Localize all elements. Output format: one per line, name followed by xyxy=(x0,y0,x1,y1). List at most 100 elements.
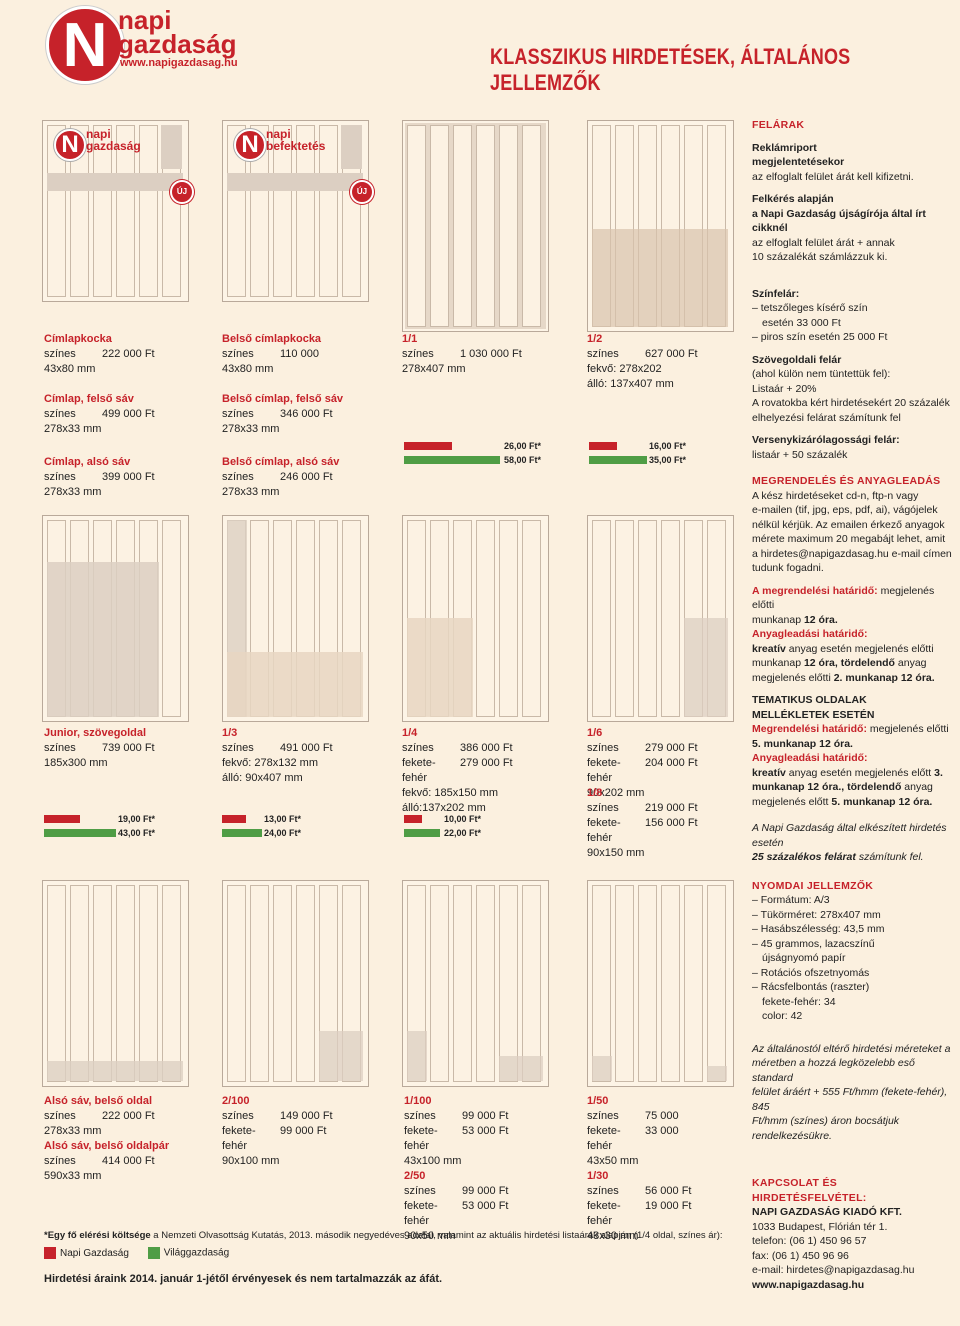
contact-heading: KAPCSOLAT ÉS HIRDETÉSFELVÉTEL: xyxy=(752,1177,867,1204)
price: 499 000 Ft xyxy=(102,408,155,420)
price-bw: 33 000 xyxy=(645,1125,679,1137)
text: munkanap xyxy=(752,613,804,626)
text: az elfoglalt felület árát kell kifizetni… xyxy=(752,170,914,183)
key-bw: fekete-fehér xyxy=(587,1125,621,1152)
label-full-page: 1/1 színes 1 030 000 Ft 278x407 mm xyxy=(402,332,542,377)
title: 1/50 xyxy=(587,1095,609,1107)
title: Címlap, alsó sáv xyxy=(44,456,131,468)
size: 43x30 mm xyxy=(587,1230,639,1242)
cost-ng: 10,00 Ft* xyxy=(444,814,482,824)
key: színes xyxy=(587,1185,619,1197)
text: – Hasábszélesség: 43,5 mm xyxy=(752,923,885,935)
title: 1/100 xyxy=(404,1095,432,1107)
title: 1/6 xyxy=(587,727,603,739)
layout-2-100 xyxy=(222,880,369,1087)
price: 222 000 Ft xyxy=(102,348,155,360)
price-bw: 53 000 Ft xyxy=(462,1125,509,1137)
key: színes xyxy=(222,408,254,420)
text: – tetszőleges kísérő szín xyxy=(752,302,868,314)
price: 491 000 Ft xyxy=(280,742,333,754)
legend-red-swatch xyxy=(44,1247,56,1259)
size: 43x50 mm xyxy=(587,1155,639,1167)
text: e-mailen (tif, jpg, eps, pdf, ai), vágój… xyxy=(752,504,938,516)
text: Az általánostól eltérő hirdetési méretek… xyxy=(752,1042,951,1055)
cost-vg: 24,00 Ft* xyxy=(264,828,302,838)
text: 5. munkanap 12 óra. xyxy=(831,795,933,808)
title-1-30: 1/30 xyxy=(587,1170,609,1182)
price-bw: 53 000 Ft xyxy=(462,1200,509,1212)
label-cimlap-felso: Címlap, felső sáv színes 499 000 Ft 278x3… xyxy=(44,392,184,437)
label-half-page: 1/2 színes 627 000 Ft fekvő: 278x202 álló… xyxy=(587,332,732,392)
size: 43x80 mm xyxy=(44,363,96,375)
text: – piros szín esetén 25 000 Ft xyxy=(752,331,888,343)
key: színes xyxy=(44,1110,76,1122)
text: megjelentetésekor xyxy=(752,156,845,168)
price: 279 000 Ft xyxy=(645,742,698,754)
size: 90x202 mm xyxy=(587,787,645,799)
layout-bottom-strip xyxy=(42,880,189,1087)
key: színes xyxy=(222,471,254,483)
price: 739 000 Ft xyxy=(102,742,155,754)
text: 12 óra. xyxy=(803,613,838,626)
size: 278x33 mm xyxy=(44,486,102,498)
bar-vilaggazdasag xyxy=(404,829,440,837)
key: színes xyxy=(44,1155,76,1167)
validity-note: Hirdetési áraink 2014. január 1-jétől ér… xyxy=(44,1273,443,1285)
size: 590x33 mm xyxy=(44,1170,102,1182)
size: 43x80 mm xyxy=(222,363,274,375)
text: 12 óra, tördelendő xyxy=(803,657,895,669)
key: színes xyxy=(587,802,619,814)
price: 222 000 Ft xyxy=(102,1110,155,1122)
title: 2/100 xyxy=(222,1095,250,1107)
text: color: 42 xyxy=(762,1010,803,1022)
label-belso-cimlapkocka: Belső címlapkocka színes 110 000 43x80 mm xyxy=(222,332,362,377)
key: színes xyxy=(222,348,254,360)
text: – Rácsfelbontás (raszter) xyxy=(752,981,870,993)
price-bw: 156 000 Ft xyxy=(645,817,698,829)
text: 10 százalékát számlázzuk ki. xyxy=(752,251,888,263)
price: 627 000 Ft xyxy=(645,348,698,360)
cost-ng: 13,00 Ft* xyxy=(264,814,302,824)
title-2-50: 2/50 xyxy=(404,1170,426,1182)
key-bw: fekete-fehér xyxy=(587,817,621,844)
text: anyag xyxy=(894,657,927,669)
key: színes xyxy=(222,742,254,754)
mini-logo-ng-text1: napi xyxy=(86,127,111,141)
footnote-bold: *Egy fő elérési költsége xyxy=(44,1230,151,1241)
email[interactable]: e-mail: hirdetes@napigazdasag.hu xyxy=(752,1264,915,1276)
megrendeles-heading: MEGRENDELÉS ÉS ANYAGLEADÁS xyxy=(752,475,941,487)
size: 90x100 mm xyxy=(222,1155,280,1167)
label-third-page: 1/3 színes 491 000 Ft fekvő: 278x132 mm á… xyxy=(222,726,362,786)
layout-1-50 xyxy=(587,880,734,1087)
bar-vilaggazdasag xyxy=(404,456,500,464)
text: (ahol külön nem tüntettük fel): xyxy=(752,368,891,380)
website-link[interactable]: www.napigazdasag.hu xyxy=(752,1278,865,1291)
text: számítunk fel. xyxy=(855,851,924,863)
text: elhelyezési felárat számítunk fel xyxy=(752,411,901,424)
label-sixth-page: 1/6 színes 279 000 Ft fekete-fehér 204 000… xyxy=(587,726,732,801)
price: 149 000 Ft xyxy=(280,1110,333,1122)
key: színes xyxy=(44,471,76,483)
key: színes xyxy=(222,1110,254,1122)
text: Reklámriport xyxy=(752,141,817,154)
text: MELLÉKLETEK ESETÉN xyxy=(752,708,875,721)
price: 414 000 Ft xyxy=(102,1155,155,1167)
text: a hirdetes@napigazdasag.hu e-mail címen xyxy=(752,547,952,560)
footnote-text: a Nemzeti Olvasottság Kutatás, 2013. más… xyxy=(150,1230,723,1241)
label-bottom-strip: Alsó sáv, belső oldal színes 222 000 Ft 2… xyxy=(44,1094,194,1184)
text: anyag esetén megjelenés előtt xyxy=(785,766,935,779)
address: 1033 Budapest, Flórián tér 1. xyxy=(752,1220,888,1233)
text: Megrendelési határidő: xyxy=(752,723,867,735)
size: 185x300 mm xyxy=(44,757,108,769)
layout-quarter-page xyxy=(402,515,549,722)
text: tudunk fogadni. xyxy=(752,562,824,574)
label-cimlapkocka: Címlapkocka színes 222 000 Ft 43x80 mm xyxy=(44,332,184,377)
size: 90x50 mm xyxy=(404,1230,456,1242)
price: 99 000 Ft xyxy=(462,1185,509,1197)
text: Listaár + 20% xyxy=(752,382,817,395)
layout-1-100 xyxy=(402,880,549,1087)
size: 278x33 mm xyxy=(222,423,280,435)
title: Címlap, felső sáv xyxy=(44,393,134,405)
size-landscape: fekvő: 185x150 mm xyxy=(402,787,498,799)
logo-url[interactable]: www.napigazdasag.hu xyxy=(120,57,238,69)
